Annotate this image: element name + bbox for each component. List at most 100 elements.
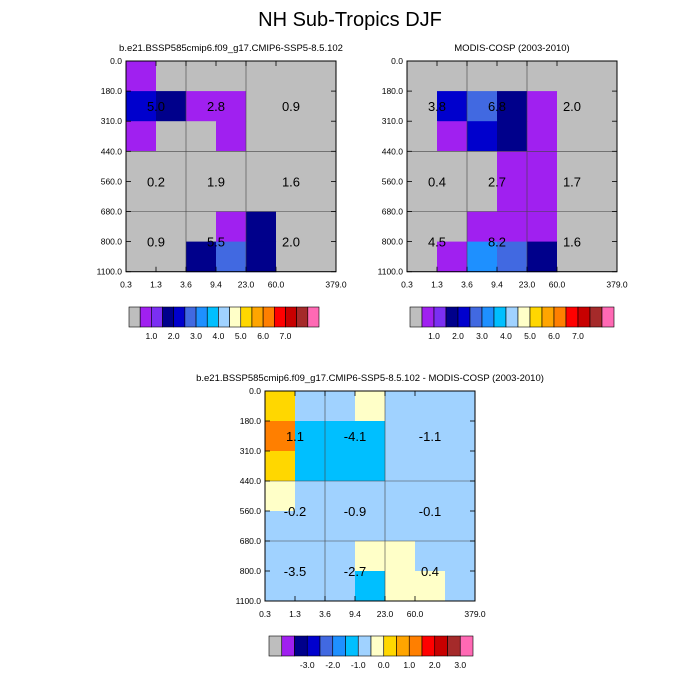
colorbar-swatch bbox=[517, 306, 531, 328]
x-tick-label: 23.0 bbox=[238, 280, 255, 290]
plot-frame bbox=[406, 60, 618, 273]
heatmap-cell bbox=[306, 151, 337, 182]
colorbar-swatch bbox=[307, 306, 320, 328]
block-value-label: 5.5 bbox=[207, 235, 225, 250]
colorbar-swatch bbox=[370, 635, 385, 657]
y-tick-label: 180.0 bbox=[101, 86, 123, 96]
heatmap-cell bbox=[415, 391, 446, 422]
heatmap-cell bbox=[557, 241, 588, 273]
block-value-label: 0.4 bbox=[428, 174, 446, 189]
heatmap-cell bbox=[467, 121, 498, 152]
colorbar-swatch bbox=[421, 306, 435, 328]
x-tick-label: 3.6 bbox=[319, 609, 331, 619]
y-tick-label: 440.0 bbox=[382, 146, 404, 156]
colorbar-swatch bbox=[601, 306, 615, 328]
heatmap-cell bbox=[216, 211, 247, 243]
heatmap-cell bbox=[295, 571, 326, 602]
y-tick-label: 1100.0 bbox=[378, 267, 404, 277]
heatmap-cell bbox=[355, 541, 386, 572]
plot-frame bbox=[125, 60, 337, 273]
y-tick-label: 180.0 bbox=[240, 416, 262, 426]
colorbar-swatch bbox=[434, 635, 448, 657]
heatmap-cell bbox=[445, 451, 476, 482]
heatmap-cell bbox=[527, 241, 558, 273]
heatmap-cell bbox=[306, 91, 337, 122]
y-tick-label: 310.0 bbox=[382, 116, 404, 126]
y-tick-label: 680.0 bbox=[101, 207, 123, 217]
block-value-label: 1.7 bbox=[563, 174, 581, 189]
colorbar-swatch bbox=[396, 635, 410, 657]
y-tick-label: 0.0 bbox=[110, 56, 122, 66]
y-tick-label: 800.0 bbox=[101, 237, 123, 247]
heatmap-cell bbox=[437, 121, 468, 152]
colorbar-label: 2.0 bbox=[168, 331, 180, 341]
colorbar-swatch bbox=[481, 306, 495, 328]
colorbar-swatch bbox=[457, 306, 471, 328]
heatmap-cell bbox=[527, 151, 558, 182]
colorbar-label: 4.0 bbox=[500, 331, 512, 341]
heatmap-cell bbox=[246, 241, 277, 273]
y-tick-label: 310.0 bbox=[240, 446, 262, 456]
heatmap-cell bbox=[156, 91, 187, 122]
heatmap-cell bbox=[587, 121, 618, 152]
heatmap-cell bbox=[385, 571, 416, 602]
heatmap-cell bbox=[467, 241, 498, 273]
heatmap-cell bbox=[497, 241, 528, 273]
heatmap-cell bbox=[587, 181, 618, 212]
heatmap-cell bbox=[415, 451, 446, 482]
colorbar-label: 2.0 bbox=[452, 331, 464, 341]
panel-title: b.e21.BSSP585cmip6.f09_g17.CMIP6-SSP5-8.… bbox=[196, 373, 544, 384]
colorbar-label: 5.0 bbox=[235, 331, 247, 341]
x-tick-label: 23.0 bbox=[377, 609, 394, 619]
heatmap-cell bbox=[527, 91, 558, 122]
heatmap-cell bbox=[246, 151, 277, 182]
heatmap-cell bbox=[415, 421, 446, 452]
block-value-label: -2.7 bbox=[344, 564, 366, 579]
heatmap-cell bbox=[126, 61, 157, 92]
panel-title: b.e21.BSSP585cmip6.f09_g17.CMIP6-SSP5-8.… bbox=[119, 43, 343, 54]
plot-frame bbox=[264, 390, 476, 602]
heatmap-cell bbox=[186, 151, 217, 182]
heatmap-cell bbox=[246, 121, 277, 152]
colorbar-swatch bbox=[273, 306, 286, 328]
x-tick-label: 379.0 bbox=[606, 280, 628, 290]
heatmap-cell bbox=[246, 211, 277, 243]
heatmap-cell bbox=[186, 211, 217, 243]
colorbar-label: 3.0 bbox=[454, 660, 466, 670]
colorbar-label: -1.0 bbox=[351, 660, 366, 670]
heatmap-cell bbox=[276, 91, 307, 122]
heatmap-cell bbox=[216, 121, 247, 152]
heatmap-cell bbox=[276, 61, 307, 92]
figure-title: NH Sub-Tropics DJF bbox=[258, 9, 442, 31]
heatmap-cell bbox=[156, 211, 187, 243]
colorbar-swatch bbox=[139, 306, 152, 328]
x-tick-label: 1.3 bbox=[289, 609, 301, 619]
heatmap-cell bbox=[407, 151, 438, 182]
colorbar-swatch bbox=[577, 306, 591, 328]
heatmap-cell bbox=[467, 151, 498, 182]
colorbar-label: 3.0 bbox=[476, 331, 488, 341]
heatmap-cell bbox=[557, 61, 588, 92]
heatmap-cell bbox=[325, 451, 356, 482]
heatmap-cell bbox=[265, 481, 296, 512]
heatmap-cell bbox=[437, 91, 468, 122]
heatmap-cell bbox=[385, 391, 416, 422]
heatmap-cell bbox=[276, 121, 307, 152]
block-value-label: -0.2 bbox=[284, 504, 306, 519]
colorbar-swatch bbox=[589, 306, 603, 328]
heatmap-cell bbox=[295, 511, 326, 542]
colorbar-swatch bbox=[281, 635, 295, 657]
colorbar-swatch bbox=[268, 635, 283, 657]
heatmap-cell bbox=[295, 421, 326, 452]
heatmap-cell bbox=[445, 571, 476, 602]
x-tick-label: 379.0 bbox=[325, 280, 347, 290]
block-value-label: -0.1 bbox=[419, 504, 441, 519]
y-tick-label: 560.0 bbox=[382, 176, 404, 186]
heatmap-cell bbox=[126, 181, 157, 212]
y-tick-label: 440.0 bbox=[240, 476, 262, 486]
colorbar-swatch bbox=[409, 306, 423, 328]
heatmap-cell bbox=[587, 91, 618, 122]
heatmap-cell bbox=[186, 61, 217, 92]
colorbar-label: 1.0 bbox=[403, 660, 415, 670]
